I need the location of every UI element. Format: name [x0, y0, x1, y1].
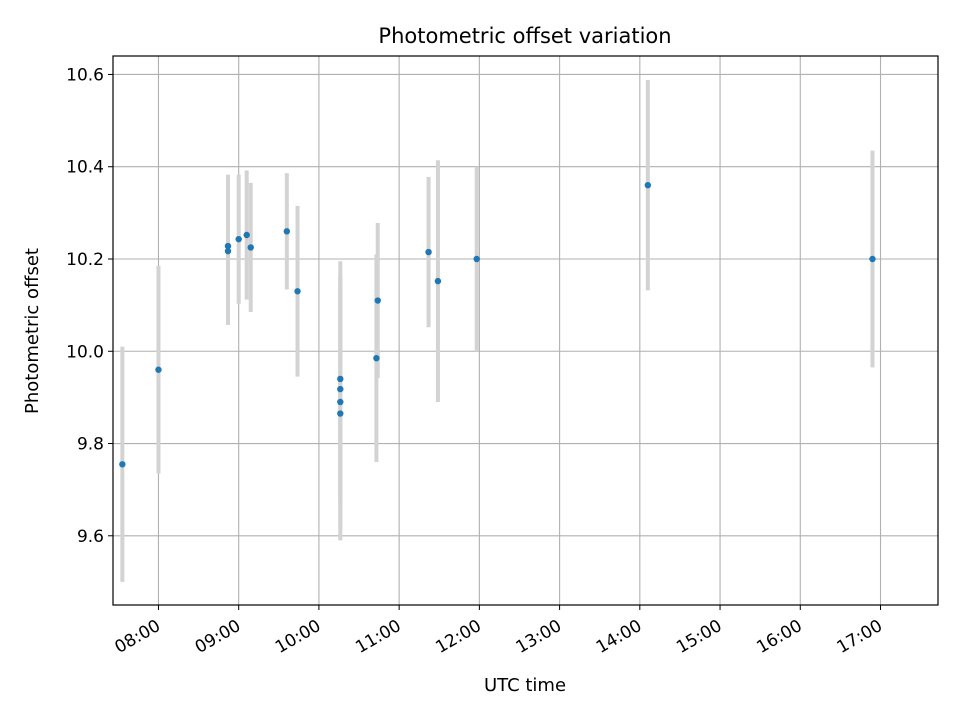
x-tick-label: 15:00	[673, 616, 725, 658]
data-point	[644, 181, 652, 189]
x-tick-label: 16:00	[753, 616, 805, 658]
data-point	[224, 247, 232, 255]
error-bars	[120, 79, 875, 582]
data-point	[235, 235, 242, 243]
data-point	[283, 228, 291, 235]
chart-title: Photometric offset variation	[378, 24, 671, 48]
x-tick-label: 11:00	[352, 616, 404, 658]
data-point	[434, 277, 442, 285]
y-tick-label: 10.2	[66, 250, 104, 270]
grid-lines	[113, 56, 938, 605]
data-point	[155, 366, 162, 373]
x-axis-ticks: 08:00 09:00 10:00 11:00 12:00 13:00 14:00 15:00…	[112, 605, 886, 658]
y-tick-label: 10.0	[66, 342, 104, 362]
x-tick-label: 17:00	[834, 616, 886, 658]
data-point	[294, 288, 301, 295]
x-axis-title: UTC time	[484, 675, 566, 696]
y-axis-ticks: 9.6 9.8 10.0 10.2 10.4 10.6	[66, 65, 113, 547]
data-point	[373, 354, 380, 362]
x-tick-label: 14:00	[593, 616, 645, 658]
data-point	[119, 461, 126, 468]
y-tick-label: 10.6	[66, 65, 104, 85]
data-point	[337, 398, 344, 406]
y-tick-label: 10.4	[66, 158, 104, 178]
y-axis-title: Photometric offset	[22, 248, 43, 414]
plot-frame	[112, 55, 939, 606]
data-points	[119, 181, 876, 468]
y-tick-label: 9.6	[77, 527, 104, 547]
data-point	[337, 385, 344, 393]
data-point	[337, 410, 344, 417]
data-point	[425, 248, 432, 256]
x-tick-label: 08:00	[112, 616, 164, 658]
x-tick-label: 12:00	[432, 616, 484, 658]
y-tick-label: 9.8	[77, 435, 104, 455]
data-point	[869, 255, 876, 263]
data-point	[374, 297, 381, 304]
x-tick-label: 09:00	[192, 616, 244, 658]
data-point	[473, 255, 480, 263]
x-tick-label: 10:00	[272, 616, 324, 658]
data-point	[243, 231, 250, 239]
data-point	[247, 244, 254, 251]
x-tick-label: 13:00	[513, 616, 565, 658]
data-point	[337, 375, 344, 383]
data-point	[224, 242, 232, 250]
